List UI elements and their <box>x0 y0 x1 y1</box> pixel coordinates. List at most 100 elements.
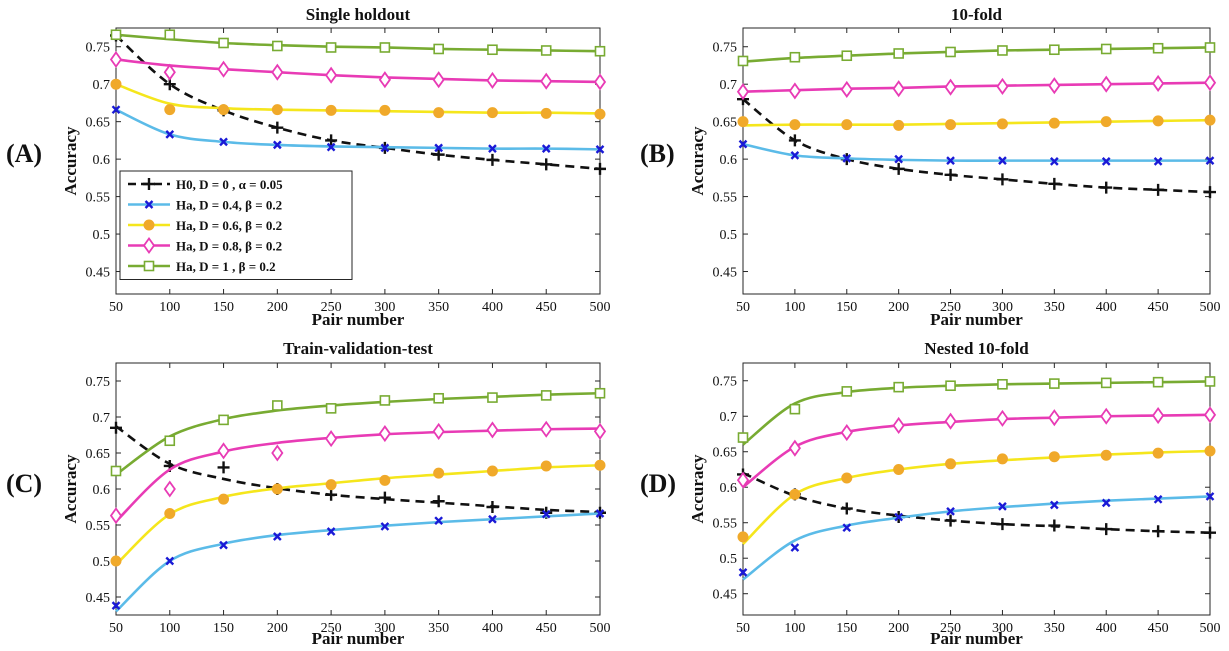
series-ha-d04-marker <box>1101 498 1111 508</box>
series-ha-d04-marker <box>894 512 904 522</box>
series-ha-d06-marker <box>789 488 801 500</box>
series-h0-marker <box>432 495 445 508</box>
y-tick-label: 0.6 <box>720 481 738 496</box>
series-ha-d08-marker <box>217 60 230 78</box>
series-h0-marker <box>378 491 391 504</box>
series-ha-d1-marker <box>1204 42 1216 53</box>
series-ha-d04-marker <box>738 139 748 149</box>
series-ha-d04-marker <box>842 154 852 163</box>
series-ha-d04-marker <box>1049 500 1059 510</box>
series-ha-d04-marker <box>1205 156 1215 165</box>
series-ha-d06-marker <box>1204 114 1216 126</box>
x-tick-label: 300 <box>374 300 395 315</box>
series-h0-marker <box>325 134 338 147</box>
series-h0-marker <box>486 501 499 513</box>
y-tick-label: 0.7 <box>93 78 111 93</box>
series-ha-d06-marker <box>1048 451 1060 463</box>
series-h0-marker <box>1204 526 1216 539</box>
series-h0-marker <box>1048 519 1061 532</box>
series-ha-d1-marker <box>540 390 552 401</box>
series-ha-d1-marker <box>893 381 904 393</box>
series-h0-marker <box>996 518 1009 531</box>
legend-label: Ha, D = 0.6, β = 0.2 <box>176 218 282 233</box>
series-ha-d04 <box>738 139 1215 166</box>
series-ha-d1-marker <box>893 48 904 59</box>
series-ha-d06-marker <box>164 104 176 116</box>
y-tick-label: 0.5 <box>93 555 111 570</box>
series-ha-d08-marker <box>432 71 445 89</box>
x-tick-label: 200 <box>888 621 909 636</box>
series-ha-d06-marker <box>486 465 498 477</box>
series-ha-d04-marker <box>434 143 444 153</box>
series-ha-d08-marker <box>1152 406 1165 425</box>
series-ha-d08-marker <box>109 507 123 525</box>
series-ha-d1-marker <box>218 37 229 49</box>
series-ha-d04-marker <box>1101 157 1111 166</box>
series-ha-d08-marker <box>378 425 391 443</box>
series-h0-line <box>115 34 601 171</box>
y-tick-label: 0.45 <box>86 591 111 606</box>
x-tick-label: 250 <box>940 300 961 315</box>
series-ha-d1-marker <box>325 42 337 53</box>
x-axis-label: Pair number <box>930 629 1023 648</box>
series-ha-d08-marker <box>325 66 338 84</box>
series-ha-d06-marker <box>110 555 122 567</box>
series-ha-d04-marker <box>488 144 497 153</box>
series-ha-d1-marker <box>1100 43 1112 55</box>
x-tick-label: 350 <box>1044 621 1065 636</box>
series-ha-d1-marker <box>997 45 1008 56</box>
series-ha-d04-marker <box>326 527 336 536</box>
series-ha-d08-marker <box>109 50 123 69</box>
series-ha-d08-marker <box>271 444 284 462</box>
series-ha-d06-marker <box>433 467 445 479</box>
series-ha-d06-marker <box>1048 117 1060 129</box>
series-ha-d04-marker <box>946 507 955 516</box>
legend-item-ha-d1: Ha, D = 1 , β = 0.2 <box>128 259 276 274</box>
x-tick-label: 450 <box>1148 300 1169 315</box>
series-ha-d06-marker <box>1152 447 1164 459</box>
series-ha-d1-marker <box>164 435 176 447</box>
legend-marker <box>143 260 155 272</box>
legend: H0, D = 0 , α = 0.05 Ha, D = 0.4, β = 0.2… <box>119 170 353 280</box>
series-ha-d06-marker <box>594 459 606 471</box>
series-h0-marker <box>944 514 957 527</box>
series-ha-d06-marker <box>737 531 749 543</box>
y-tick-label: 0.6 <box>720 153 738 168</box>
panel-a: 50 100 150 200 250 300 350 400 450 500 0.45 0.5 0.55… <box>6 5 611 329</box>
series-ha-d08-marker <box>788 82 801 100</box>
series-h0-marker <box>892 162 905 175</box>
series-ha-d08-marker <box>996 409 1009 427</box>
series-ha-d1 <box>737 376 1216 446</box>
legend-marker <box>143 219 155 231</box>
series-ha-d1-line <box>742 46 1211 64</box>
series-ha-d08-marker <box>540 72 553 90</box>
x-tick-label: 300 <box>992 300 1013 315</box>
series-ha-d08-marker <box>892 80 905 98</box>
series-ha-d04-marker <box>1153 494 1163 504</box>
series-ha-d1-marker <box>737 55 749 67</box>
series-h0-marker <box>217 461 230 474</box>
legend-label: Ha, D = 0.8, β = 0.2 <box>176 239 282 254</box>
x-tick-label: 100 <box>784 300 805 315</box>
series-ha-d08-marker <box>163 63 176 81</box>
panel-title: Single holdout <box>306 5 411 24</box>
x-tick-label: 50 <box>109 621 123 636</box>
series-ha-d1-marker <box>945 380 956 392</box>
series-ha-d06-marker <box>486 107 498 119</box>
panel-letter: (B) <box>640 139 675 168</box>
x-tick-label: 50 <box>736 300 750 315</box>
series-ha-d08-marker <box>1152 74 1165 92</box>
y-tick-label: 0.65 <box>713 116 738 131</box>
series-h0-marker <box>594 162 606 175</box>
series-h0-marker <box>486 153 499 166</box>
y-tick-label: 0.65 <box>713 446 738 461</box>
series-ha-d08-marker <box>996 77 1009 95</box>
series-ha-d04-marker <box>219 540 228 550</box>
series-ha-d06-line <box>115 82 601 115</box>
legend-item-ha-d06: Ha, D = 0.6, β = 0.2 <box>128 218 282 233</box>
panel-title: Train-validation-test <box>283 339 433 358</box>
series-ha-d04-marker <box>595 145 605 154</box>
series-ha-d1-marker <box>997 378 1008 390</box>
y-tick-label: 0.75 <box>86 41 111 56</box>
x-tick-label: 500 <box>590 300 611 315</box>
